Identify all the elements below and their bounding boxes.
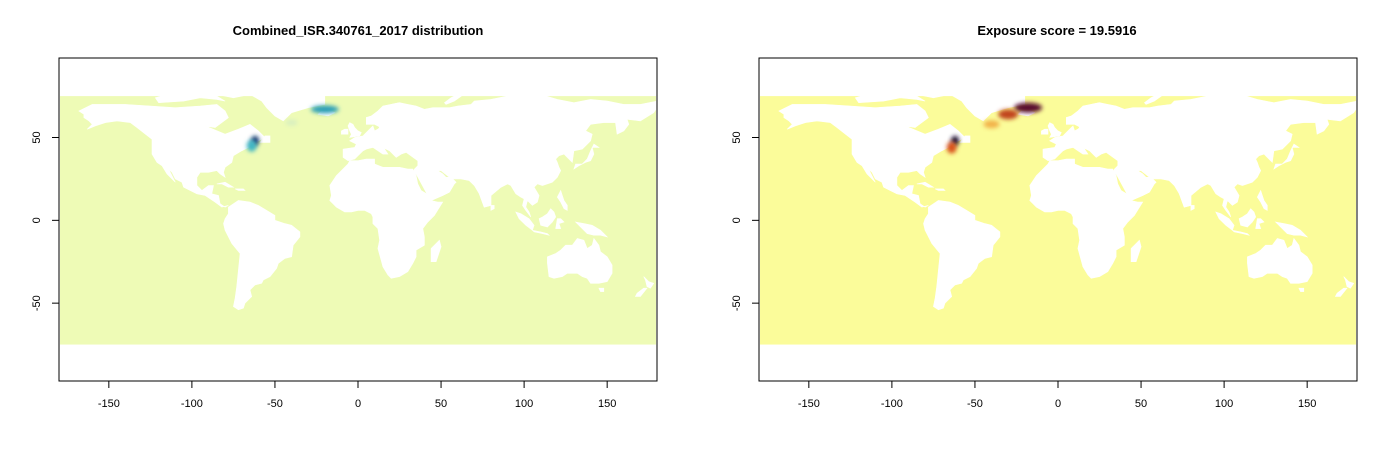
- x-tick-label: 50: [1135, 398, 1147, 410]
- x-tick-label: 150: [598, 398, 616, 410]
- panel-1-y-axis: 50 0 -50: [31, 131, 60, 311]
- x-tick-label: 50: [435, 398, 447, 410]
- panel-2-x-axis: -150 -100 -50 0 50 100 150: [798, 380, 1316, 410]
- land-mass: [538, 208, 557, 228]
- land-mass: [923, 200, 1001, 311]
- x-tick-label: -50: [267, 398, 283, 410]
- hotspot: [310, 105, 339, 114]
- land-mass: [1334, 287, 1348, 297]
- x-tick-label: 100: [1215, 398, 1233, 410]
- land-mass: [1247, 237, 1313, 284]
- x-tick-label: 0: [1055, 398, 1061, 410]
- land-mass: [207, 84, 251, 99]
- land-mass: [259, 135, 271, 143]
- panel-2-land: [778, 82, 1358, 311]
- land-mass: [341, 128, 349, 135]
- land-mass: [154, 90, 226, 104]
- land-mass: [1047, 122, 1062, 138]
- panel-1-hotspots: [246, 105, 339, 152]
- y-tick-label: 50: [731, 131, 743, 143]
- panel-2-hotspots: [946, 102, 1043, 154]
- land-mass: [78, 104, 266, 208]
- land-mass: [1255, 218, 1265, 229]
- y-tick-label: 0: [731, 217, 743, 223]
- land-mass: [854, 90, 926, 104]
- land-mass: [415, 168, 457, 201]
- land-mass: [555, 218, 565, 229]
- land-mass: [531, 229, 550, 236]
- x-tick-label: -100: [181, 398, 203, 410]
- land-mass: [573, 143, 600, 170]
- land-mass: [430, 239, 442, 263]
- y-tick-label: -50: [731, 295, 743, 311]
- land-mass: [959, 135, 971, 143]
- land-mass: [778, 104, 966, 208]
- land-mass: [574, 221, 609, 238]
- x-tick-label: -50: [967, 398, 983, 410]
- land-mass: [937, 82, 1026, 122]
- land-mass: [634, 287, 648, 297]
- land-mass: [1130, 239, 1142, 263]
- land-mass: [443, 92, 467, 105]
- panel-1-land: [78, 82, 658, 311]
- land-mass: [1256, 189, 1268, 211]
- land-mass: [216, 181, 235, 188]
- land-mass: [1273, 143, 1300, 170]
- hotspot: [946, 141, 957, 154]
- hotspot: [285, 119, 298, 126]
- hotspot: [246, 139, 257, 152]
- land-mass: [1343, 276, 1355, 289]
- land-mass: [365, 102, 405, 128]
- land-mass: [1238, 208, 1257, 228]
- panel-1-title: Combined_ISR.340761_2017 distribution: [233, 23, 484, 38]
- land-mass: [329, 158, 444, 279]
- land-mass: [1029, 158, 1144, 279]
- y-tick-label: 50: [31, 131, 43, 143]
- land-mass: [1215, 211, 1235, 231]
- y-tick-label: -50: [31, 295, 43, 311]
- land-mass: [1115, 168, 1157, 201]
- panel-2-y-axis: 50 0 -50: [731, 131, 760, 311]
- land-mass: [598, 287, 605, 292]
- land-mass: [1190, 205, 1195, 211]
- hotspot: [998, 109, 1019, 120]
- panel-1: Combined_ISR.340761_2017 distribution -1…: [31, 23, 658, 410]
- land-mass: [916, 181, 935, 188]
- land-mass: [223, 200, 301, 311]
- land-mass: [1066, 102, 1105, 128]
- panel-1-x-axis: -150 -100 -50 0 50 100 150: [98, 380, 616, 410]
- land-mass: [1298, 287, 1305, 292]
- land-mass: [237, 82, 326, 122]
- panel-2: Exposure score = 19.5916 -150 -100 -50 0 50 1…: [731, 23, 1358, 410]
- hotspot: [983, 120, 1000, 129]
- land-mass: [234, 188, 246, 191]
- y-tick-label: 0: [31, 217, 43, 223]
- land-mass: [934, 188, 946, 191]
- land-mass: [490, 205, 495, 211]
- land-mass: [1168, 170, 1208, 208]
- land-mass: [643, 276, 655, 289]
- x-tick-label: 100: [515, 398, 533, 410]
- land-mass: [1041, 128, 1049, 135]
- land-mass: [547, 237, 613, 284]
- x-tick-label: -150: [98, 398, 120, 410]
- land-mass: [347, 122, 362, 138]
- x-tick-label: -100: [881, 398, 903, 410]
- land-mass: [468, 170, 508, 208]
- land-mass: [1274, 221, 1309, 238]
- land-mass: [907, 84, 951, 99]
- hotspot: [1014, 102, 1043, 113]
- land-mass: [1076, 87, 1104, 95]
- x-tick-label: 0: [355, 398, 361, 410]
- x-tick-label: 150: [1298, 398, 1316, 410]
- panel-2-title: Exposure score = 19.5916: [977, 23, 1136, 38]
- land-mass: [556, 189, 568, 211]
- land-mass: [1143, 92, 1167, 105]
- land-mass: [515, 211, 535, 231]
- land-mass: [376, 87, 404, 95]
- x-tick-label: -150: [798, 398, 820, 410]
- land-mass: [1231, 229, 1250, 236]
